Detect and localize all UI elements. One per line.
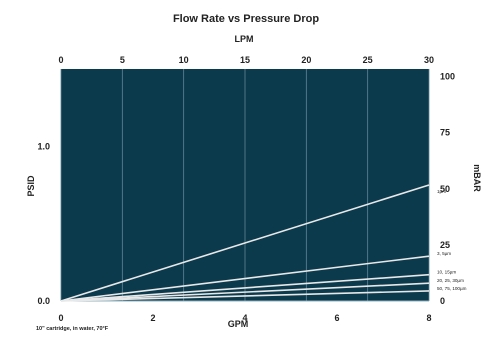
top-axis-ticks: 0 5 10 15 20 25 30	[58, 55, 434, 65]
top-tick-label: 20	[301, 55, 311, 65]
series-labels: 1µm 3, 5µm 10, 15µm 20, 25, 30µm 50, 75, 100…	[437, 189, 467, 291]
series-label: 1µm	[437, 189, 446, 194]
left-tick-label: 0.0	[37, 296, 50, 306]
series-lines	[60, 184, 430, 302]
series-line	[60, 273, 430, 302]
top-tick-label: 10	[179, 55, 189, 65]
bottom-tick-label: 8	[426, 313, 431, 323]
right-tick-label: 75	[440, 128, 450, 138]
series-line	[60, 255, 430, 302]
bottom-tick-label: 4	[242, 313, 247, 323]
series-line	[60, 184, 430, 302]
top-tick-label: 5	[120, 55, 125, 65]
series-line	[60, 290, 430, 302]
grid-lines	[60, 69, 430, 302]
left-tick-label: 1.0	[37, 141, 50, 151]
bottom-axis-ticks: 0 2 4 6 8	[58, 313, 431, 323]
bottom-tick-label: 2	[150, 313, 155, 323]
right-axis-label: mBAR	[472, 164, 482, 192]
left-axis-ticks: 0.0 1.0	[37, 141, 50, 306]
chart-title: Flow Rate vs Pressure Drop	[173, 13, 319, 25]
top-axis-label: LPM	[235, 34, 254, 44]
left-axis-label: PSID	[26, 175, 36, 197]
right-axis-ticks: 0 25 50 75 100	[440, 72, 455, 306]
series-label: 3, 5µm	[437, 251, 451, 256]
right-tick-label: 100	[440, 72, 455, 82]
right-tick-label: 50	[440, 184, 450, 194]
right-tick-label: 25	[440, 240, 450, 250]
series-label: 50, 75, 100µm	[437, 286, 467, 291]
top-tick-label: 15	[240, 55, 250, 65]
top-tick-label: 30	[424, 55, 434, 65]
series-label: 10, 15µm	[437, 270, 456, 275]
bottom-axis-label: GPM	[228, 319, 249, 329]
top-tick-label: 0	[58, 55, 63, 65]
right-tick-label: 0	[440, 296, 445, 306]
bottom-tick-label: 0	[58, 313, 63, 323]
top-tick-label: 25	[363, 55, 373, 65]
footnote: 10" cartridge, in water, 70°F	[36, 326, 109, 332]
series-line	[60, 282, 430, 302]
series-label: 20, 25, 30µm	[437, 278, 464, 283]
bottom-tick-label: 6	[334, 313, 339, 323]
